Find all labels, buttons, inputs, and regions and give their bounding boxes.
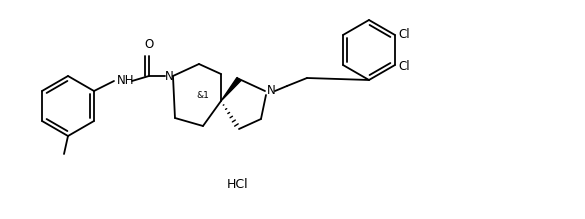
Polygon shape: [221, 78, 241, 101]
Text: NH: NH: [117, 74, 135, 88]
Text: Cl: Cl: [398, 28, 409, 41]
Text: &1: &1: [197, 92, 209, 101]
Text: HCl: HCl: [227, 178, 249, 191]
Text: N: N: [267, 85, 276, 97]
Text: O: O: [144, 38, 154, 51]
Text: N: N: [164, 69, 173, 83]
Text: Cl: Cl: [398, 60, 409, 72]
